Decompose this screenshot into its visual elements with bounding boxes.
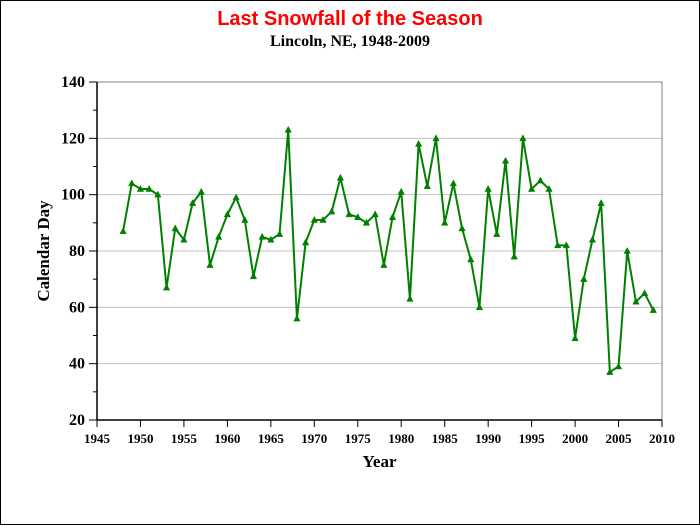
data-point — [388, 213, 397, 220]
data-point — [119, 227, 127, 235]
y-tick-label: 100 — [61, 187, 85, 204]
x-tick-label: 1965 — [258, 431, 285, 446]
data-point — [449, 179, 458, 187]
data-point — [197, 187, 205, 195]
data-point — [154, 190, 162, 198]
data-point — [554, 241, 562, 249]
axis-ticks: 20 40 60 80 100 120 140 1945 1950 1955 1960 1965 197… — [61, 74, 675, 446]
data-point — [467, 255, 475, 263]
data-point — [241, 215, 249, 223]
y-axis-title: Calendar Day — [34, 200, 53, 302]
series-group — [119, 125, 657, 375]
x-tick-label: 1985 — [432, 431, 459, 446]
data-point — [188, 199, 197, 206]
data-point — [397, 187, 405, 195]
data-point — [371, 210, 379, 218]
data-point — [649, 306, 657, 313]
data-point — [319, 215, 327, 223]
data-point — [536, 176, 544, 184]
data-point — [362, 218, 371, 226]
data-point — [414, 139, 423, 147]
data-point — [171, 224, 179, 232]
data-point — [258, 232, 266, 240]
data-point — [423, 182, 431, 189]
y-tick-label: 60 — [69, 299, 85, 316]
data-point — [623, 246, 631, 254]
data-point — [580, 275, 588, 282]
x-tick-label: 1980 — [388, 431, 414, 446]
data-point — [275, 230, 284, 237]
data-point — [571, 334, 579, 342]
x-tick-label: 1995 — [519, 431, 546, 446]
data-point — [510, 252, 518, 260]
data-point — [484, 185, 492, 192]
x-tick-label: 1955 — [171, 431, 198, 446]
data-point — [493, 230, 501, 237]
data-point — [232, 193, 240, 201]
data-point — [128, 179, 136, 187]
y-tick-label: 20 — [69, 412, 85, 429]
data-point — [501, 156, 510, 164]
chart-subtitle: Lincoln, NE, 1948-2009 — [269, 33, 430, 50]
data-point — [293, 314, 301, 322]
data-point — [527, 185, 536, 192]
data-point — [328, 207, 336, 215]
data-point — [406, 294, 414, 302]
y-tick-label: 80 — [69, 243, 85, 260]
data-point — [336, 173, 345, 181]
x-tick-label: 1960 — [214, 431, 240, 446]
data-point — [640, 289, 649, 296]
data-point — [310, 215, 318, 223]
chart-title: Last Snowfall of the Season — [217, 8, 483, 30]
data-point — [223, 210, 232, 218]
data-point — [180, 235, 188, 243]
data-point — [475, 303, 484, 311]
y-tick-label: 120 — [61, 130, 85, 147]
data-point — [145, 185, 153, 192]
data-point — [606, 368, 614, 375]
data-point — [249, 272, 258, 280]
data-point — [597, 199, 605, 206]
data-point — [545, 185, 553, 192]
data-point — [136, 185, 145, 192]
x-axis-title: Year — [363, 452, 397, 471]
x-tick-label: 2005 — [606, 431, 633, 446]
data-point — [267, 235, 275, 243]
data-point — [206, 261, 214, 268]
data-point — [215, 232, 223, 240]
data-point — [562, 241, 571, 249]
data-point — [441, 218, 449, 226]
x-tick-label: 1945 — [84, 431, 111, 446]
data-point — [588, 235, 597, 243]
data-point — [301, 238, 310, 246]
y-tick-label: 140 — [61, 74, 85, 91]
x-tick-label: 2010 — [649, 431, 675, 446]
data-point — [519, 134, 527, 142]
data-point — [632, 297, 640, 305]
data-point — [284, 125, 292, 133]
data-point — [345, 210, 353, 218]
data-point — [614, 362, 623, 370]
data-point — [380, 261, 388, 268]
x-tick-label: 1970 — [301, 431, 327, 446]
data-point — [354, 213, 362, 220]
x-tick-label: 1975 — [345, 431, 372, 446]
y-tick-label: 40 — [69, 356, 85, 373]
data-point — [432, 134, 440, 142]
x-tick-label: 1990 — [475, 431, 501, 446]
x-tick-label: 2000 — [562, 431, 588, 446]
data-point — [458, 224, 466, 232]
x-tick-label: 1950 — [127, 431, 153, 446]
data-point — [162, 283, 171, 291]
